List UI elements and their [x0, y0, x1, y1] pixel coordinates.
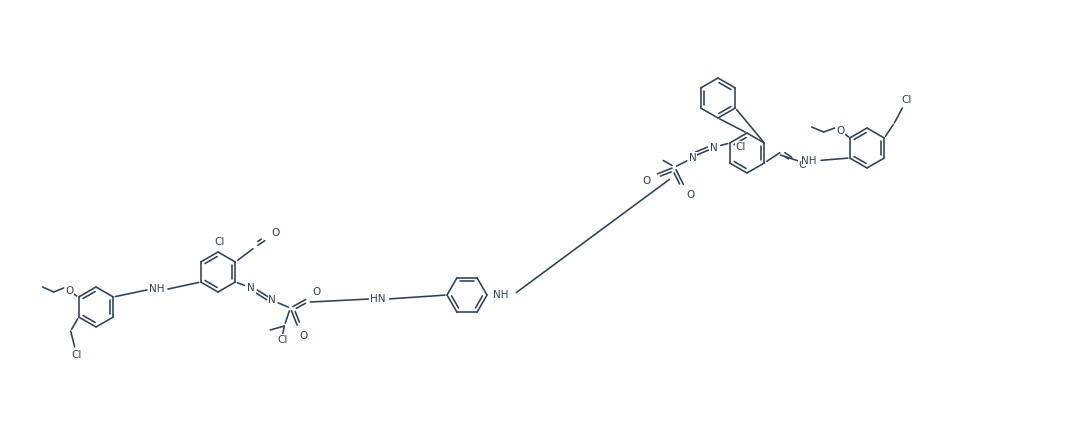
Text: NH: NH — [493, 290, 509, 300]
Text: Cl: Cl — [71, 350, 82, 360]
Text: NH: NH — [802, 156, 817, 166]
Text: O: O — [836, 126, 845, 136]
Text: O: O — [643, 176, 651, 186]
Text: Cl: Cl — [901, 95, 912, 105]
Text: HN: HN — [370, 294, 385, 304]
Text: N: N — [269, 295, 276, 305]
Text: Cl: Cl — [215, 237, 226, 247]
Text: N: N — [247, 283, 256, 293]
Text: NH: NH — [149, 285, 165, 294]
Text: Cl: Cl — [277, 335, 287, 345]
Text: O: O — [271, 228, 279, 238]
Text: O: O — [798, 160, 806, 170]
Text: O: O — [299, 331, 308, 341]
Text: O: O — [66, 286, 73, 296]
Text: N: N — [710, 143, 718, 153]
Text: O: O — [312, 287, 320, 297]
Text: Cl: Cl — [736, 142, 747, 152]
Text: O: O — [686, 190, 695, 200]
Text: N: N — [688, 153, 697, 163]
